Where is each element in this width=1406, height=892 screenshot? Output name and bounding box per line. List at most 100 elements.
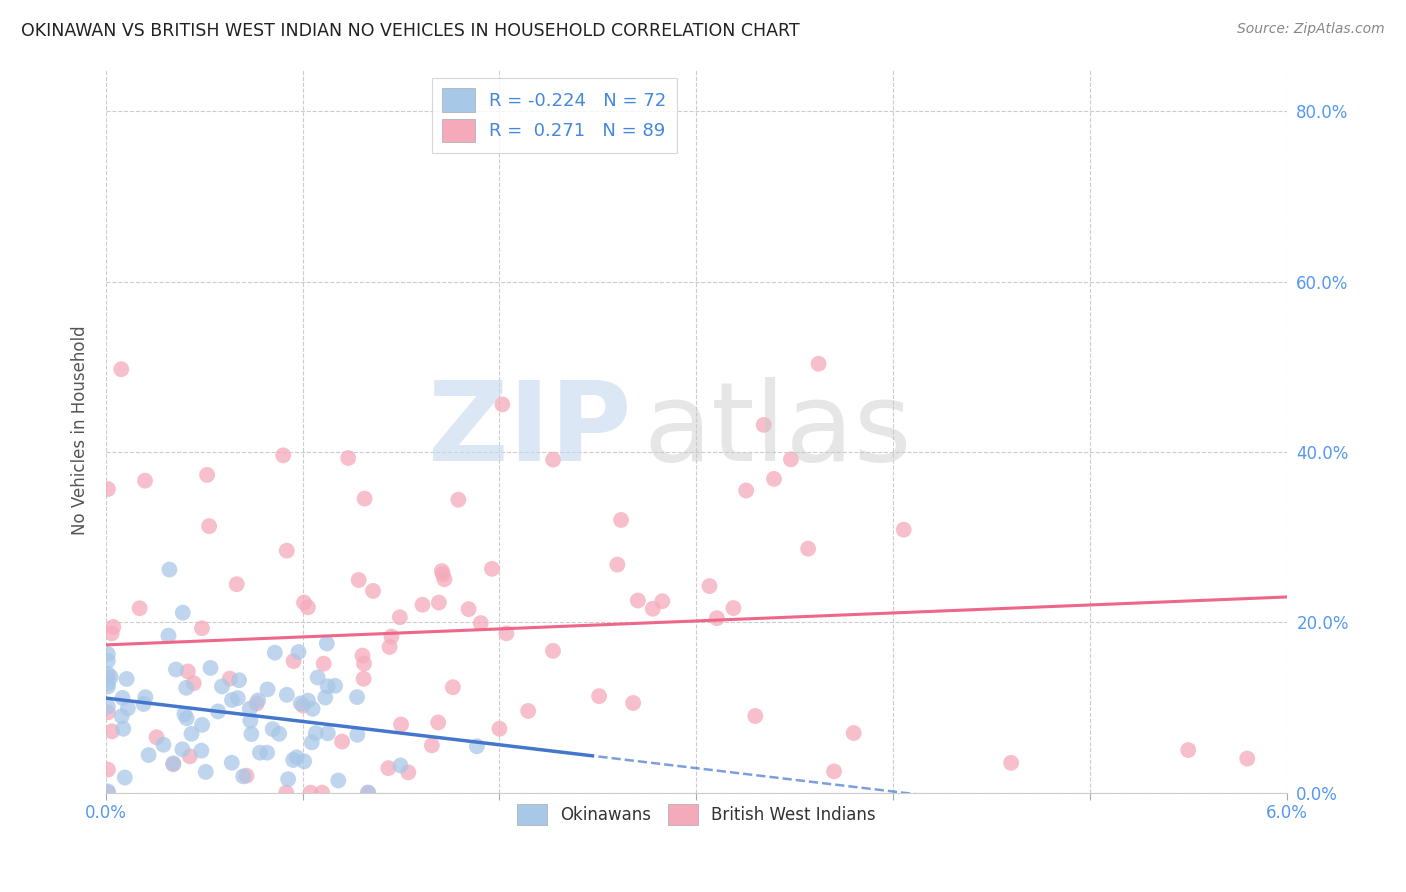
Point bbox=[315, 636, 337, 650]
Point bbox=[100, 670, 122, 684]
Point bbox=[245, 697, 267, 711]
Point bbox=[316, 679, 339, 693]
Point bbox=[301, 702, 323, 716]
Point bbox=[97, 654, 120, 668]
Point bbox=[706, 611, 728, 625]
Text: atlas: atlas bbox=[643, 377, 911, 484]
Point bbox=[411, 598, 433, 612]
Point bbox=[541, 452, 564, 467]
Point bbox=[228, 673, 250, 688]
Point bbox=[218, 672, 240, 686]
Point bbox=[346, 728, 368, 742]
Point bbox=[172, 606, 194, 620]
Point bbox=[112, 722, 135, 736]
Point bbox=[481, 562, 503, 576]
Point bbox=[277, 772, 299, 787]
Point bbox=[183, 676, 205, 690]
Point bbox=[240, 727, 263, 741]
Point bbox=[145, 731, 167, 745]
Point bbox=[172, 742, 194, 756]
Point bbox=[191, 718, 214, 732]
Point bbox=[269, 727, 291, 741]
Point bbox=[103, 620, 125, 634]
Point bbox=[179, 749, 201, 764]
Point bbox=[389, 717, 412, 731]
Point bbox=[893, 523, 915, 537]
Point bbox=[200, 661, 222, 675]
Point bbox=[97, 671, 120, 685]
Point bbox=[195, 467, 218, 482]
Point bbox=[97, 482, 120, 496]
Point bbox=[97, 666, 120, 681]
Point bbox=[299, 786, 322, 800]
Point bbox=[427, 715, 450, 730]
Point bbox=[101, 724, 124, 739]
Point bbox=[207, 705, 229, 719]
Point bbox=[276, 688, 298, 702]
Point bbox=[276, 786, 298, 800]
Point bbox=[134, 474, 156, 488]
Point bbox=[221, 756, 243, 770]
Point bbox=[225, 577, 247, 591]
Point bbox=[1177, 743, 1199, 757]
Point bbox=[290, 697, 312, 711]
Point bbox=[807, 357, 830, 371]
Point bbox=[97, 786, 120, 800]
Point bbox=[292, 595, 315, 609]
Point bbox=[117, 701, 139, 715]
Point bbox=[377, 761, 399, 775]
Point bbox=[380, 630, 402, 644]
Point bbox=[111, 709, 134, 723]
Point bbox=[396, 765, 419, 780]
Point bbox=[249, 746, 271, 760]
Point bbox=[330, 734, 353, 748]
Point bbox=[128, 601, 150, 615]
Point bbox=[357, 786, 380, 800]
Point bbox=[823, 764, 845, 779]
Point bbox=[312, 657, 335, 671]
Point bbox=[292, 755, 315, 769]
Point bbox=[239, 702, 262, 716]
Point bbox=[388, 610, 411, 624]
Point bbox=[1000, 756, 1022, 770]
Point bbox=[427, 595, 450, 609]
Point bbox=[441, 680, 464, 694]
Point bbox=[641, 601, 664, 615]
Point bbox=[256, 746, 278, 760]
Point bbox=[797, 541, 820, 556]
Point bbox=[152, 738, 174, 752]
Point bbox=[190, 744, 212, 758]
Point bbox=[198, 519, 221, 533]
Point bbox=[627, 593, 650, 607]
Point bbox=[297, 693, 319, 707]
Y-axis label: No Vehicles in Household: No Vehicles in Household bbox=[72, 326, 89, 535]
Point bbox=[307, 671, 329, 685]
Point bbox=[699, 579, 721, 593]
Point bbox=[430, 564, 453, 578]
Point bbox=[353, 491, 375, 506]
Point bbox=[447, 492, 470, 507]
Point bbox=[232, 769, 254, 783]
Point bbox=[97, 676, 120, 690]
Point bbox=[651, 594, 673, 608]
Point bbox=[262, 722, 284, 736]
Point bbox=[115, 672, 138, 686]
Text: OKINAWAN VS BRITISH WEST INDIAN NO VEHICLES IN HOUSEHOLD CORRELATION CHART: OKINAWAN VS BRITISH WEST INDIAN NO VEHIC… bbox=[21, 22, 800, 40]
Point bbox=[305, 726, 328, 740]
Point bbox=[842, 726, 865, 740]
Point bbox=[138, 747, 160, 762]
Point bbox=[588, 689, 610, 703]
Point bbox=[211, 680, 233, 694]
Point bbox=[247, 693, 270, 707]
Point bbox=[621, 696, 644, 710]
Point bbox=[488, 722, 510, 736]
Point bbox=[723, 601, 745, 615]
Point bbox=[347, 573, 370, 587]
Point bbox=[389, 758, 412, 772]
Point bbox=[271, 448, 294, 462]
Point bbox=[378, 640, 401, 654]
Point bbox=[346, 690, 368, 704]
Point bbox=[432, 567, 454, 582]
Point bbox=[353, 672, 375, 686]
Point bbox=[314, 690, 336, 705]
